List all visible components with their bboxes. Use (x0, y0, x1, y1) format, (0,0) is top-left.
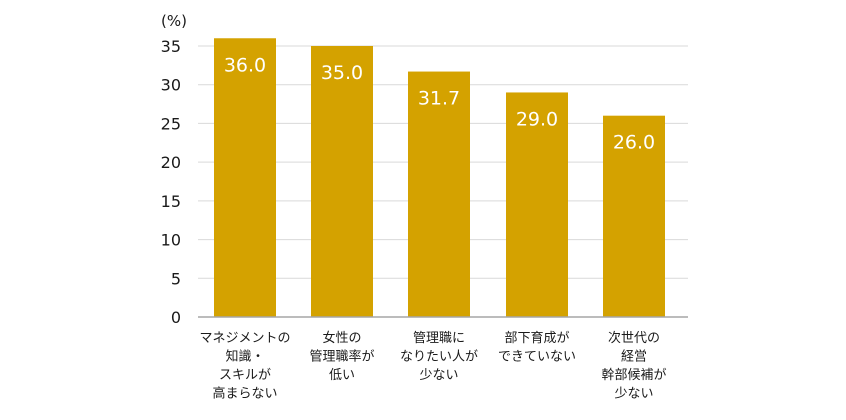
y-tick-label: 0 (171, 308, 181, 327)
x-category-label: 低い (329, 368, 355, 383)
x-category-label: 女性の (322, 330, 361, 346)
x-category-label: 管理職に (413, 331, 465, 346)
bar (214, 38, 276, 317)
bar-value-label: 26.0 (613, 132, 655, 154)
bar-value-label: 29.0 (516, 108, 558, 130)
x-category-label: 部下育成が (504, 330, 569, 346)
x-category-label: 高まらない (212, 386, 277, 402)
x-category-label: なりたい人が (400, 350, 478, 365)
x-category-label: 次世代の (608, 330, 660, 346)
x-category-label: 管理職率が (309, 349, 374, 365)
y-tick-label: 15 (161, 192, 181, 211)
y-tick-label: 5 (171, 269, 181, 288)
x-category-label: 少ない (614, 387, 653, 402)
bar-value-label: 36.0 (224, 54, 266, 76)
y-tick-label: 35 (161, 37, 181, 56)
bar (506, 92, 568, 317)
y-tick-label: 25 (161, 114, 181, 133)
y-tick-label: 10 (161, 231, 181, 250)
y-unit-label: (%) (161, 12, 187, 30)
bar (603, 115, 665, 317)
bar-value-label: 35.0 (321, 62, 363, 84)
y-tick-label: 30 (161, 76, 181, 95)
bar-value-label: 31.7 (418, 88, 460, 110)
x-category-label: マネジメントの (199, 331, 290, 346)
bar (311, 46, 373, 317)
y-tick-label: 20 (161, 153, 181, 172)
bar (408, 71, 470, 318)
x-category-label: 経営 (621, 350, 647, 365)
x-category-label: 知識・ (225, 349, 264, 365)
x-category-label: 少ない (419, 368, 458, 383)
x-category-label: 幹部候補が (601, 367, 666, 383)
x-category-label: できていない (498, 350, 576, 365)
x-category-label: スキルが (219, 368, 271, 383)
